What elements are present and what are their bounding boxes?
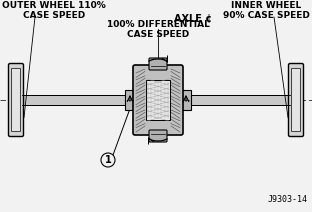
FancyBboxPatch shape — [133, 65, 183, 135]
Text: INNER WHEEL
90% CASE SPEED: INNER WHEEL 90% CASE SPEED — [223, 1, 310, 20]
Text: AXLE ¢: AXLE ¢ — [174, 14, 212, 24]
Text: 1: 1 — [105, 155, 111, 165]
Bar — [146, 80, 170, 120]
Bar — [181, 90, 191, 110]
Bar — [22, 95, 127, 105]
Text: 100% DIFFERENTIAL
CASE SPEED: 100% DIFFERENTIAL CASE SPEED — [107, 20, 209, 39]
Text: J9303-14: J9303-14 — [268, 195, 308, 204]
Circle shape — [101, 153, 115, 167]
FancyBboxPatch shape — [12, 68, 21, 131]
FancyBboxPatch shape — [291, 68, 300, 131]
Bar — [189, 95, 290, 105]
FancyBboxPatch shape — [149, 58, 167, 70]
FancyBboxPatch shape — [289, 64, 304, 137]
FancyBboxPatch shape — [8, 64, 23, 137]
FancyBboxPatch shape — [149, 130, 167, 142]
Text: OUTER WHEEL 110%
CASE SPEED: OUTER WHEEL 110% CASE SPEED — [2, 1, 106, 20]
Bar — [125, 90, 135, 110]
